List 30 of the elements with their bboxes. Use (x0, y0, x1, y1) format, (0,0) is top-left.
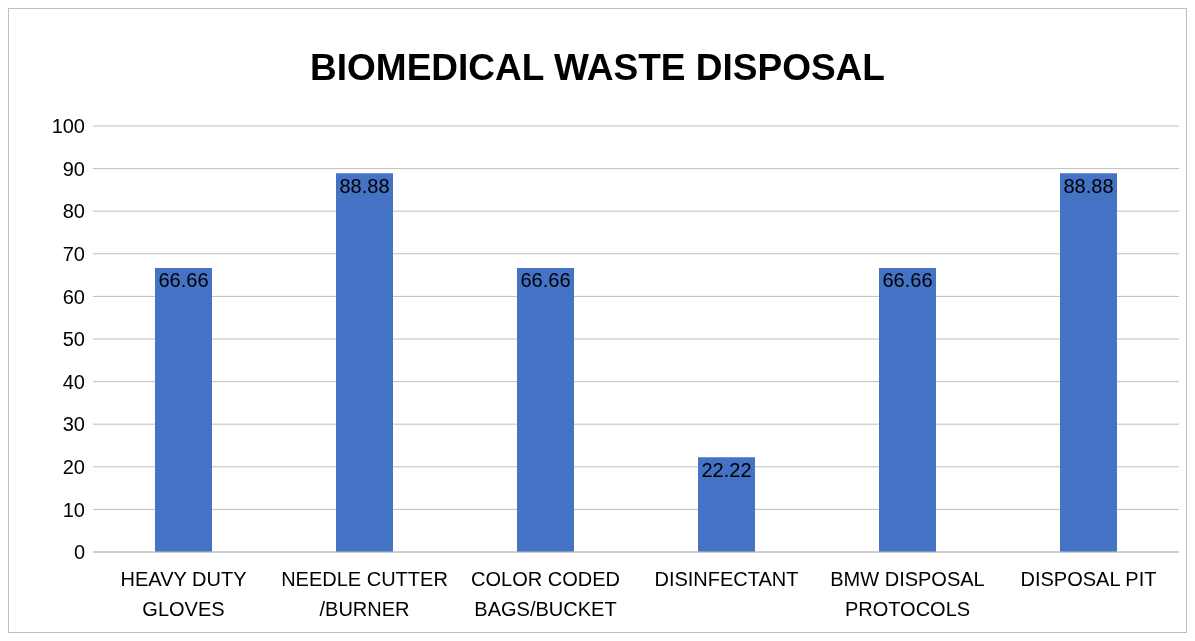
x-tick-label: NEEDLE CUTTER /BURNER (281, 568, 448, 620)
bar (879, 268, 936, 552)
chart-title: BIOMEDICAL WASTE DISPOSAL (309, 47, 886, 89)
x-tick-label: HEAVY DUTY GLOVES (120, 568, 247, 620)
y-tick-label: 10 (62, 498, 85, 521)
y-tick-label: 60 (62, 285, 85, 308)
data-label: 66.66 (882, 269, 933, 292)
data-label: 66.66 (158, 269, 209, 292)
data-label: 22.22 (701, 458, 752, 481)
y-tick-label: 80 (62, 200, 85, 223)
data-label: 88.88 (1063, 174, 1114, 197)
y-tick-label: 90 (62, 157, 85, 180)
x-tick-label: COLOR CODED BAGS/BUCKET (471, 568, 620, 620)
y-tick-label: 30 (62, 413, 85, 436)
bar (698, 457, 755, 552)
bar (336, 173, 393, 552)
data-label: 88.88 (339, 174, 390, 197)
x-tick-label: DISPOSAL PIT (1020, 568, 1157, 590)
y-tick-label: 40 (62, 370, 85, 393)
y-tick-label: 70 (62, 242, 85, 265)
bar (1060, 173, 1117, 552)
y-tick-label: 20 (62, 455, 85, 478)
x-tick-label: BMW DISPOSAL PROTOCOLS (830, 568, 985, 620)
y-tick-label: 0 (73, 541, 85, 564)
data-label: 66.66 (520, 269, 571, 292)
y-tick-label: 100 (51, 115, 85, 138)
x-tick-label: DISINFECTANT (654, 568, 799, 590)
bar (155, 268, 212, 552)
y-tick-label: 50 (62, 328, 85, 351)
bar (517, 268, 574, 552)
